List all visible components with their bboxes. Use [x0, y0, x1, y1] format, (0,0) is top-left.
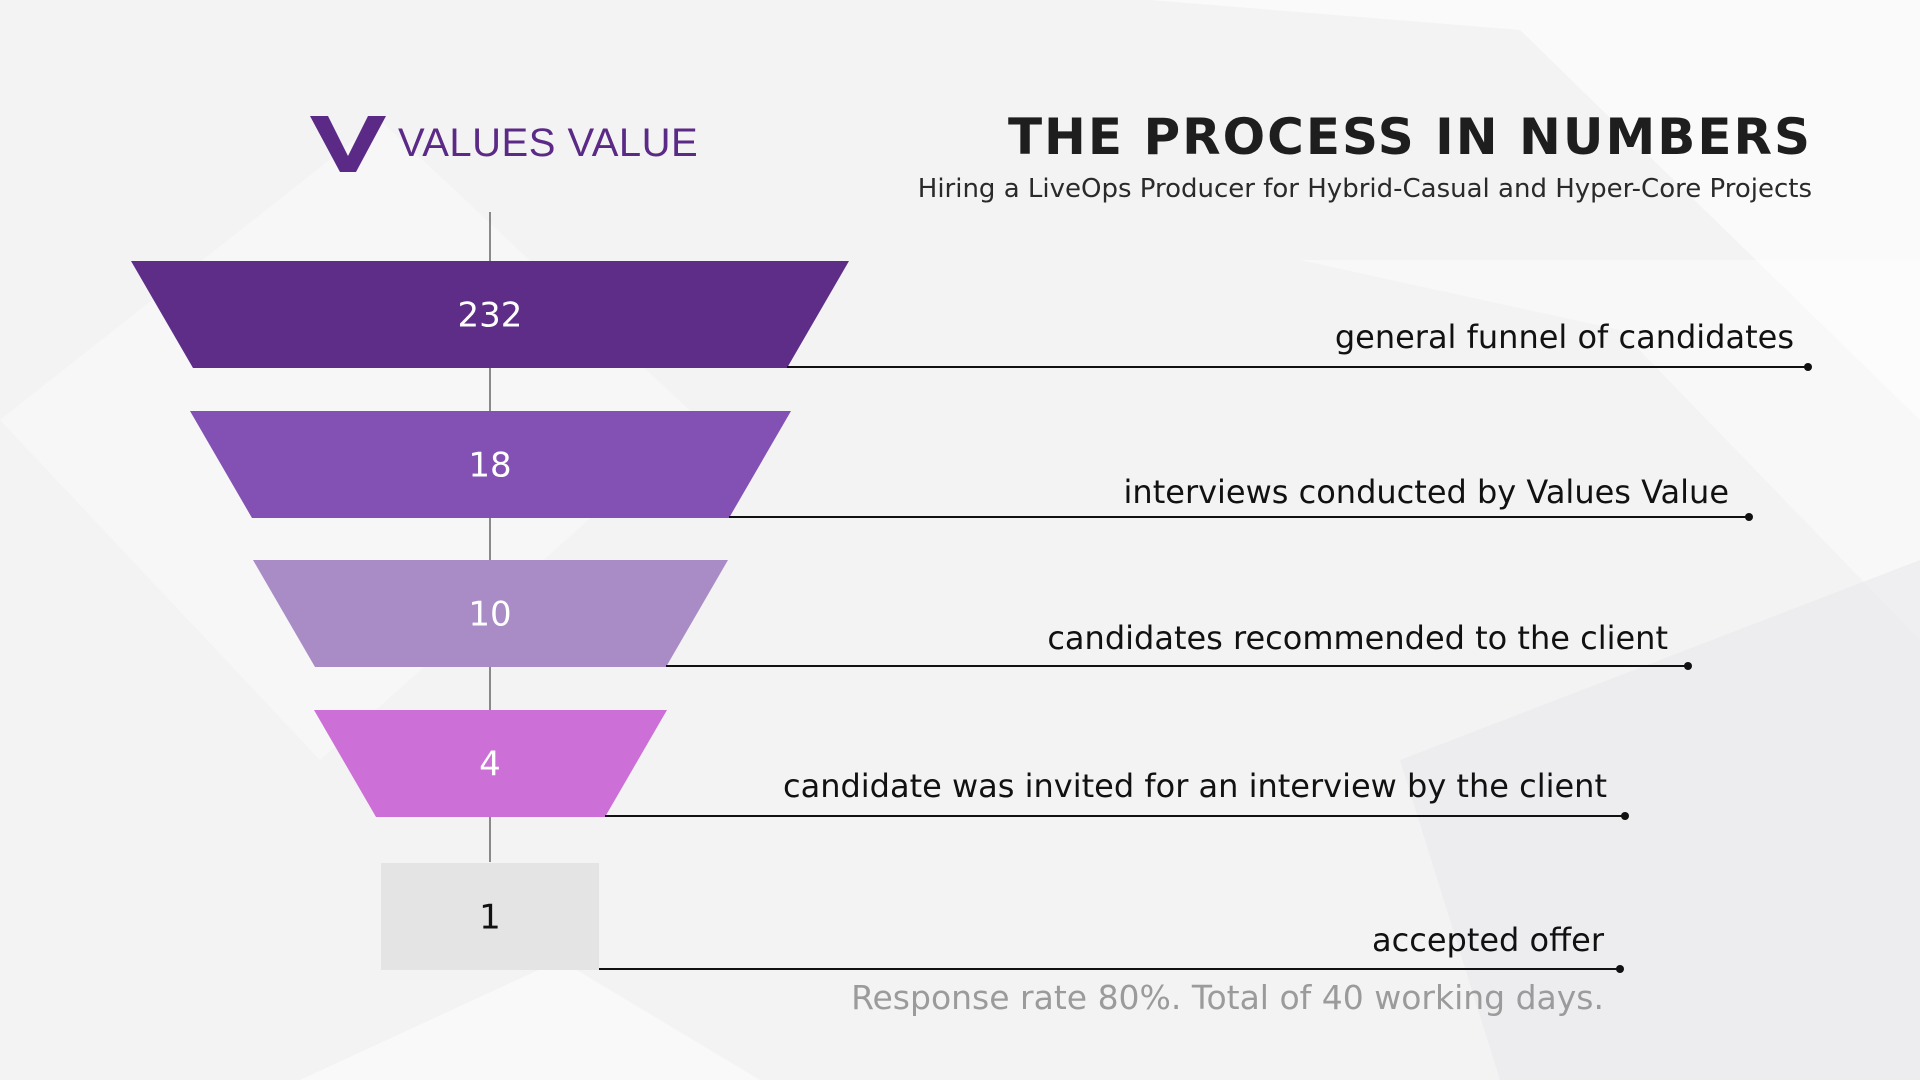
funnel-stage-value: 4 [479, 745, 501, 785]
funnel-stage-label: candidates recommended to the client [1047, 619, 1668, 657]
funnel-stage-1 [131, 261, 849, 368]
funnel-stage-3 [253, 560, 728, 667]
funnel-stage-5 [381, 863, 599, 970]
funnel-stage-label: candidate was invited for an interview b… [782, 767, 1607, 805]
funnel-stage-value: 1 [479, 898, 501, 938]
funnel-stage-4 [314, 710, 667, 817]
funnel-stage-value: 232 [458, 296, 523, 336]
brand-name: VALUES VALUE [398, 120, 699, 165]
leader-dot [1621, 812, 1629, 820]
funnel-stage-value: 10 [468, 595, 511, 635]
values-value-logo-icon [310, 116, 386, 172]
funnel-stage-label: accepted offer [1372, 921, 1604, 959]
page-title: THE PROCESS IN NUMBERS [1007, 108, 1812, 166]
funnel-stage-label: interviews conducted by Values Value [1123, 473, 1729, 511]
leader-dot [1745, 513, 1753, 521]
footnote: Response rate 80%. Total of 40 working d… [851, 978, 1604, 1017]
leader-dot [1684, 662, 1692, 670]
page-subtitle: Hiring a LiveOps Producer for Hybrid-Cas… [917, 174, 1812, 204]
leader-dot [1616, 965, 1624, 973]
funnel-stage-2 [190, 411, 791, 518]
leader-dot [1804, 363, 1812, 371]
brand-logo: VALUES VALUE [310, 112, 698, 174]
funnel-stage-value: 18 [468, 446, 511, 486]
funnel-stage-label: general funnel of candidates [1334, 318, 1794, 356]
